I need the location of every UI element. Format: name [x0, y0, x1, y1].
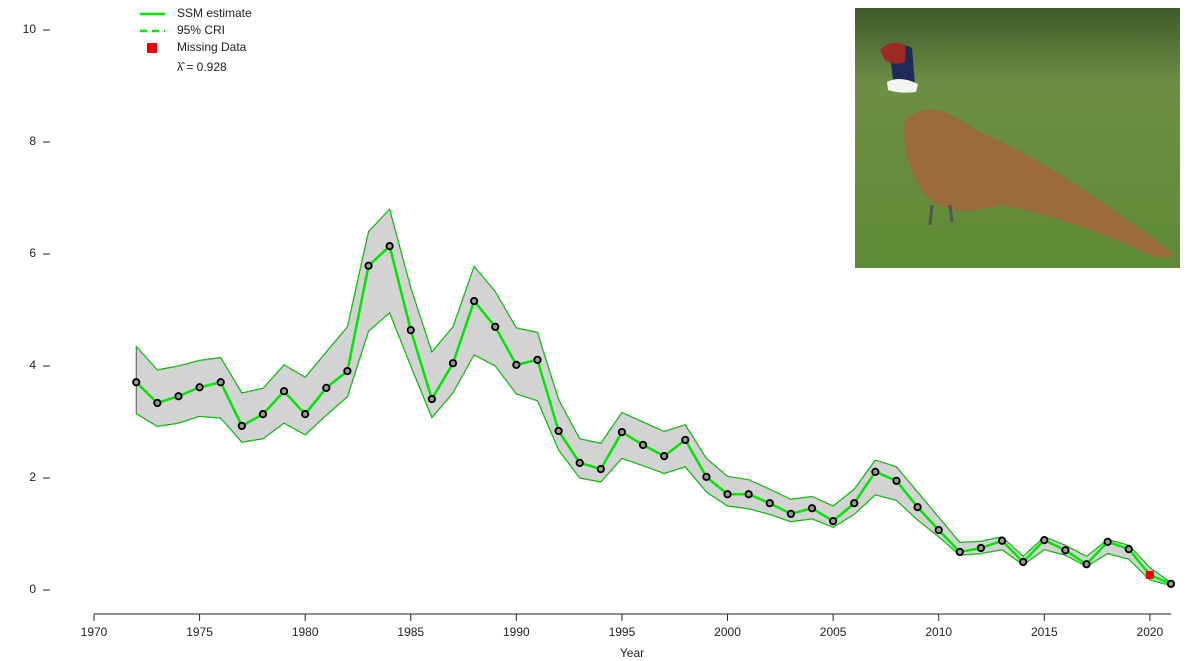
observed-point: [829, 517, 838, 526]
observed-point: [913, 503, 922, 512]
x-tick-label: 2005: [820, 625, 847, 639]
y-tick-label: 0: [29, 582, 36, 596]
observed-point: [258, 410, 268, 419]
observed-point: [279, 387, 289, 396]
x-tick-label: 2015: [1031, 625, 1058, 639]
cri-line: [135, 207, 1172, 584]
observed-point: [997, 536, 1007, 545]
observed-point: [681, 435, 690, 445]
observed-point: [850, 499, 859, 508]
observed-point: [892, 476, 901, 485]
x-tick-label: 1990: [503, 625, 530, 639]
observed-point: [406, 326, 415, 335]
x-tick-label: 1980: [292, 625, 319, 639]
observed-point: [976, 543, 986, 553]
missing-point: [1145, 570, 1154, 579]
x-tick-label: 1985: [397, 625, 424, 639]
x-axis-title: Year: [620, 646, 644, 660]
observed-point: [448, 359, 458, 368]
observed-point: [1019, 557, 1028, 567]
observed-point: [617, 427, 627, 437]
observed-point: [1040, 536, 1049, 545]
observed-point: [702, 472, 711, 481]
observed-point: [1082, 560, 1091, 569]
observed-point: [575, 458, 584, 467]
observed-point: [934, 525, 943, 535]
observed-point: [765, 499, 774, 508]
observed-point: [385, 242, 394, 251]
y-tick-label: 10: [23, 22, 37, 36]
y-tick-label: 8: [29, 134, 36, 148]
observed-point: [638, 440, 648, 450]
observed-point: [533, 355, 542, 364]
observed-point: [744, 490, 753, 499]
observed-point: [596, 464, 605, 474]
photo: [855, 8, 1180, 268]
legend-swatch: [147, 43, 157, 53]
observed-point: [343, 366, 352, 376]
observed-point: [512, 360, 521, 369]
y-tick-label: 4: [29, 358, 36, 372]
x-tick-label: 1995: [609, 625, 636, 639]
observed-point: [427, 394, 436, 404]
observed-point: [216, 378, 225, 387]
x-tick-label: 1970: [81, 625, 108, 639]
legend-label: Missing Data: [177, 40, 247, 54]
annotation: λ̂ = 0.928: [177, 60, 227, 74]
observed-point: [153, 398, 162, 408]
observed-point: [660, 452, 669, 461]
legend: SSM estimate 95% CRI Missing Data λ̂ = 0…: [140, 6, 252, 74]
observed-point: [237, 421, 246, 431]
observed-point: [132, 378, 141, 387]
observed-point: [322, 383, 331, 392]
legend-label: SSM estimate: [177, 6, 252, 20]
observed-point: [807, 504, 817, 513]
observed-point: [955, 547, 964, 557]
x-tick-label: 2020: [1137, 625, 1164, 639]
observed-point: [301, 410, 310, 419]
observed-point: [554, 426, 563, 436]
x-tick-label: 2010: [925, 625, 952, 639]
observed-point: [470, 296, 479, 306]
observed-point: [1124, 545, 1133, 554]
y-tick-label: 6: [29, 246, 36, 260]
observed-point: [871, 467, 880, 476]
cri-line: [135, 311, 1172, 587]
observed-point: [174, 392, 183, 401]
x-tick-label: 2000: [714, 625, 741, 639]
observed-point: [1166, 579, 1176, 588]
observed-point: [491, 322, 500, 331]
observed-point: [1103, 537, 1112, 546]
x-tick-label: 1975: [186, 625, 213, 639]
observed-point: [195, 383, 204, 392]
legend-label: 95% CRI: [177, 23, 225, 37]
observed-point: [723, 490, 732, 499]
observed-point: [786, 509, 795, 518]
observed-point: [364, 261, 373, 270]
y-tick-label: 2: [29, 470, 36, 484]
observed-point: [1061, 546, 1070, 555]
